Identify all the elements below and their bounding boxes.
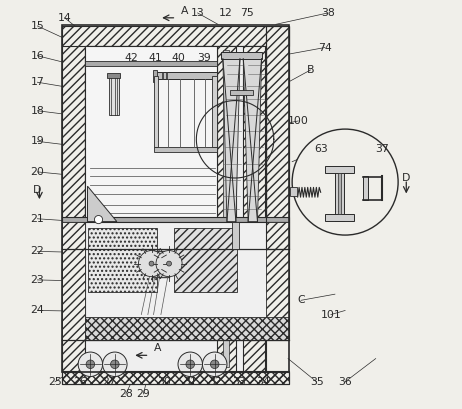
Text: 18: 18 <box>30 106 44 116</box>
Text: 63: 63 <box>314 144 328 155</box>
Circle shape <box>167 261 171 266</box>
Bar <box>108 73 120 78</box>
Bar <box>62 25 289 372</box>
Text: 31: 31 <box>183 377 197 387</box>
Bar <box>62 372 289 384</box>
Circle shape <box>86 360 95 369</box>
Text: D: D <box>33 185 42 195</box>
Text: 21: 21 <box>30 214 44 224</box>
Text: 29: 29 <box>136 389 150 399</box>
Bar <box>62 26 85 372</box>
Text: 23: 23 <box>30 275 44 285</box>
Bar <box>364 176 368 200</box>
Text: 17: 17 <box>30 77 44 87</box>
Text: 33: 33 <box>232 377 246 387</box>
Bar <box>62 26 289 46</box>
Polygon shape <box>223 58 240 222</box>
Bar <box>85 317 289 340</box>
Text: 32: 32 <box>208 377 222 387</box>
Bar <box>212 76 217 147</box>
Text: 41: 41 <box>149 53 163 63</box>
Bar <box>221 52 262 59</box>
Bar <box>325 214 354 221</box>
Bar <box>217 45 236 371</box>
Text: 22: 22 <box>30 246 44 256</box>
Polygon shape <box>243 58 261 222</box>
Circle shape <box>178 352 202 377</box>
Bar <box>325 166 354 173</box>
Text: 40: 40 <box>171 53 185 63</box>
Text: 101: 101 <box>321 310 341 319</box>
Circle shape <box>202 352 227 377</box>
Bar <box>85 222 289 340</box>
Circle shape <box>186 360 195 369</box>
Text: 36: 36 <box>338 377 352 387</box>
Text: 19: 19 <box>30 136 44 146</box>
Bar <box>162 72 164 79</box>
Bar <box>223 49 229 367</box>
Text: 27: 27 <box>102 377 116 387</box>
Text: 74: 74 <box>318 43 332 53</box>
Polygon shape <box>87 186 117 222</box>
Text: A: A <box>181 6 189 16</box>
Bar <box>266 222 289 340</box>
Text: 35: 35 <box>310 377 323 387</box>
Text: 16: 16 <box>30 51 44 61</box>
Bar <box>232 222 239 249</box>
Circle shape <box>139 251 164 276</box>
Text: 13: 13 <box>191 8 205 18</box>
Text: B: B <box>307 65 314 75</box>
Bar <box>62 217 289 222</box>
Text: 39: 39 <box>198 53 212 63</box>
Text: 28: 28 <box>119 389 133 399</box>
Text: 20: 20 <box>30 167 44 177</box>
Bar <box>290 187 298 196</box>
Text: 14: 14 <box>58 13 72 23</box>
Bar <box>85 61 217 66</box>
Bar <box>85 46 217 222</box>
Bar <box>230 90 253 95</box>
Bar <box>153 70 157 82</box>
Bar <box>153 76 158 147</box>
Text: 25: 25 <box>48 377 62 387</box>
Circle shape <box>78 352 103 377</box>
Text: 26: 26 <box>73 377 87 387</box>
Circle shape <box>210 360 219 369</box>
Bar <box>153 72 217 79</box>
Bar <box>62 222 85 340</box>
Bar <box>266 26 289 249</box>
Text: 24: 24 <box>30 306 44 315</box>
Bar <box>88 228 157 292</box>
Text: 34: 34 <box>256 377 270 387</box>
Bar <box>109 76 119 115</box>
Text: 38: 38 <box>321 8 335 18</box>
Bar <box>338 173 341 214</box>
Circle shape <box>292 129 398 235</box>
Text: D: D <box>402 173 410 183</box>
Text: 100: 100 <box>288 116 309 126</box>
Bar <box>166 72 167 79</box>
Text: C: C <box>297 295 305 305</box>
Bar <box>266 26 289 249</box>
Text: 42: 42 <box>124 53 138 63</box>
Text: 15: 15 <box>30 21 44 31</box>
Bar <box>62 371 289 384</box>
Circle shape <box>103 352 127 377</box>
Text: 75: 75 <box>240 8 253 18</box>
Text: 12: 12 <box>219 8 233 18</box>
Bar <box>153 146 217 151</box>
Text: A: A <box>154 343 162 353</box>
Circle shape <box>149 261 154 266</box>
Bar <box>243 45 265 371</box>
Bar <box>335 168 344 221</box>
Circle shape <box>156 251 182 276</box>
Bar <box>85 46 266 371</box>
Text: 37: 37 <box>375 144 389 155</box>
Circle shape <box>94 216 103 224</box>
Bar <box>174 228 237 292</box>
Text: 30: 30 <box>157 377 170 387</box>
Circle shape <box>110 360 119 369</box>
